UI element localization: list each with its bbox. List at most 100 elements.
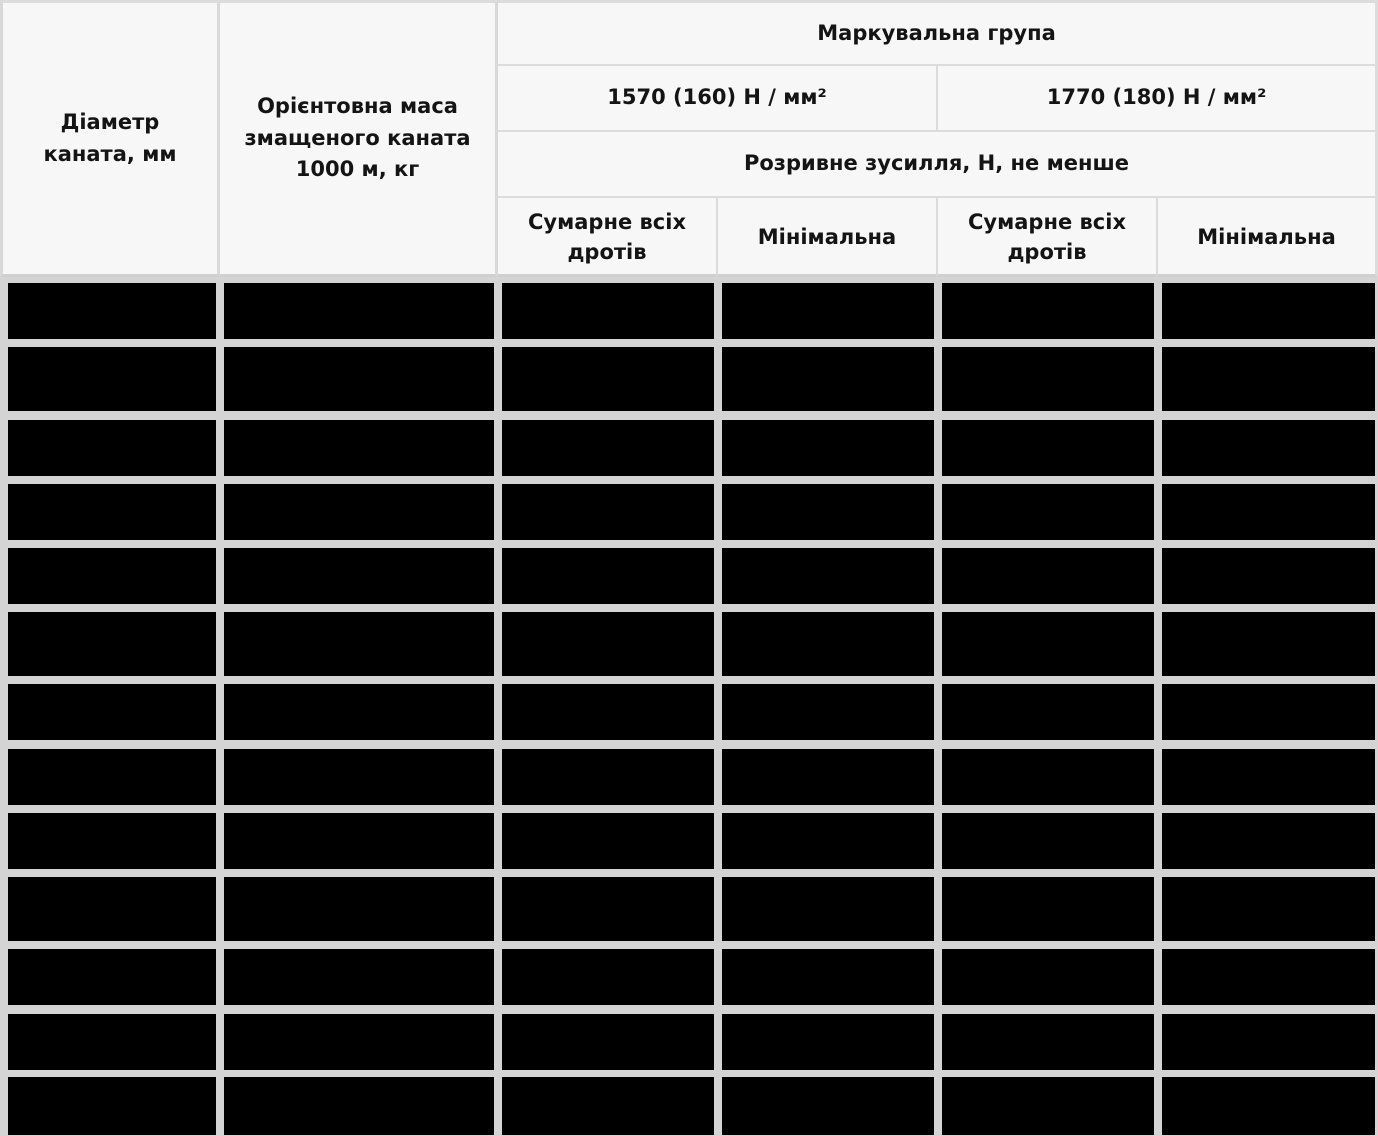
cell-mass — [220, 413, 498, 478]
redacted-cell-value — [502, 684, 714, 741]
redacted-cell-value — [224, 283, 494, 340]
table-row — [0, 477, 1378, 542]
redacted-cell-value — [8, 548, 216, 605]
cell-mass — [220, 541, 498, 607]
redacted-cell-value — [224, 877, 494, 942]
cell-minimum-1570 — [718, 541, 938, 607]
table-row — [0, 806, 1378, 872]
redacted-cell-value — [8, 419, 216, 476]
redacted-cell-value — [1162, 347, 1376, 412]
redacted-cell-value — [722, 1076, 934, 1135]
table-row — [0, 871, 1378, 944]
cell-total-wires-1570 — [498, 742, 718, 807]
cell-diameter — [0, 678, 220, 743]
cell-diameter — [0, 477, 220, 542]
cell-minimum-1770 — [1158, 806, 1378, 872]
cell-mass — [220, 871, 498, 944]
redacted-cell-value — [502, 949, 714, 1006]
redacted-cell-value — [8, 483, 216, 540]
cell-minimum-1770 — [1158, 871, 1378, 944]
redacted-cell-value — [942, 283, 1154, 340]
cell-minimum-1570 — [718, 1007, 938, 1072]
redacted-cell-value — [1162, 483, 1376, 540]
cell-minimum-1570 — [718, 413, 938, 478]
redacted-cell-value — [224, 748, 494, 805]
redacted-cell-value — [8, 748, 216, 805]
cell-mass — [220, 806, 498, 872]
redacted-cell-value — [942, 483, 1154, 540]
redacted-cell-value — [224, 812, 494, 869]
cell-total-wires-1570 — [498, 277, 718, 342]
header-group-1570: 1570 (160) Н / мм² — [498, 66, 938, 132]
redacted-cell-value — [502, 347, 714, 412]
redacted-cell-value — [942, 812, 1154, 869]
table-row — [0, 678, 1378, 743]
table-row — [0, 606, 1378, 679]
cell-diameter — [0, 1007, 220, 1072]
redacted-cell-value — [224, 612, 494, 677]
redacted-cell-value — [8, 1076, 216, 1135]
cell-total-wires-1570 — [498, 1007, 718, 1072]
cell-mass — [220, 477, 498, 542]
cell-total-wires-1770 — [938, 1007, 1158, 1072]
cell-total-wires-1770 — [938, 943, 1158, 1008]
cell-total-wires-1770 — [938, 341, 1158, 414]
header-total-wires-1570: Сумарне всіх дротів — [498, 198, 718, 277]
cell-minimum-1770 — [1158, 413, 1378, 478]
cell-mass — [220, 606, 498, 679]
table-row — [0, 541, 1378, 607]
cell-diameter — [0, 871, 220, 944]
cell-total-wires-1770 — [938, 806, 1158, 872]
cell-minimum-1570 — [718, 742, 938, 807]
redacted-cell-value — [502, 812, 714, 869]
redacted-cell-value — [1162, 1076, 1376, 1135]
header-minimum-1570: Мінімальна — [718, 198, 938, 277]
cell-minimum-1570 — [718, 606, 938, 679]
redacted-cell-value — [722, 1013, 934, 1070]
redacted-cell-value — [8, 283, 216, 340]
redacted-cell-value — [942, 877, 1154, 942]
redacted-cell-value — [8, 347, 216, 412]
cell-minimum-1770 — [1158, 541, 1378, 607]
header-diameter: Діаметр каната, мм — [0, 0, 220, 277]
cell-diameter — [0, 413, 220, 478]
redacted-cell-value — [502, 548, 714, 605]
cell-total-wires-1570 — [498, 871, 718, 944]
cell-minimum-1570 — [718, 277, 938, 342]
redacted-cell-value — [502, 877, 714, 942]
redacted-cell-value — [942, 1013, 1154, 1070]
table-header: Діаметр каната, мм Орієнтовна маса змаще… — [0, 0, 1378, 277]
cell-minimum-1570 — [718, 678, 938, 743]
redacted-cell-value — [1162, 548, 1376, 605]
redacted-cell-value — [1162, 748, 1376, 805]
cell-total-wires-1570 — [498, 413, 718, 478]
cell-minimum-1570 — [718, 871, 938, 944]
redacted-cell-value — [1162, 1013, 1376, 1070]
table-row — [0, 1071, 1378, 1136]
cell-total-wires-1570 — [498, 1071, 718, 1136]
cell-total-wires-1570 — [498, 943, 718, 1008]
redacted-cell-value — [502, 1076, 714, 1135]
redacted-cell-value — [942, 949, 1154, 1006]
redacted-cell-value — [722, 949, 934, 1006]
cell-minimum-1770 — [1158, 742, 1378, 807]
cell-minimum-1570 — [718, 943, 938, 1008]
redacted-cell-value — [1162, 684, 1376, 741]
cell-diameter — [0, 277, 220, 342]
redacted-cell-value — [8, 1013, 216, 1070]
redacted-cell-value — [942, 612, 1154, 677]
redacted-cell-value — [722, 877, 934, 942]
redacted-cell-value — [502, 612, 714, 677]
redacted-cell-value — [8, 684, 216, 741]
cell-total-wires-1770 — [938, 277, 1158, 342]
cell-total-wires-1770 — [938, 606, 1158, 679]
redacted-cell-value — [502, 748, 714, 805]
header-total-wires-1770: Сумарне всіх дротів — [938, 198, 1158, 277]
cell-total-wires-1770 — [938, 1071, 1158, 1136]
table-row — [0, 277, 1378, 342]
cell-minimum-1770 — [1158, 1071, 1378, 1136]
redacted-cell-value — [224, 548, 494, 605]
cell-total-wires-1770 — [938, 678, 1158, 743]
redacted-cell-value — [1162, 877, 1376, 942]
table-row — [0, 1007, 1378, 1072]
